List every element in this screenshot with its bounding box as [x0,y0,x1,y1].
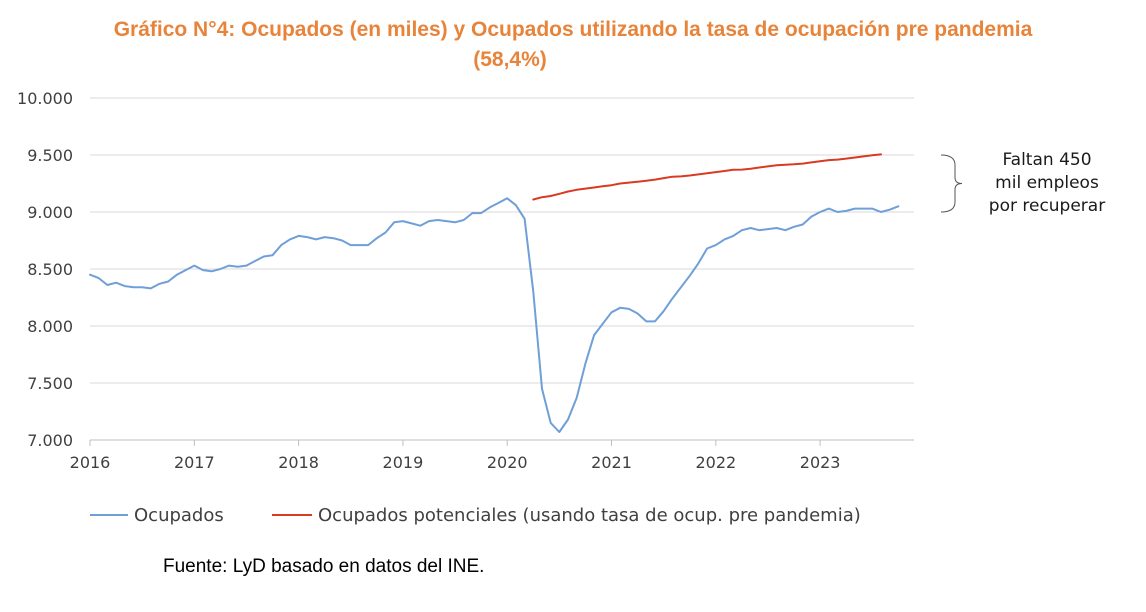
y-tick-label: 8.000 [27,317,73,336]
annotation: Faltan 450 mil empleos por recuperar [940,150,1105,216]
y-tick-label: 9.500 [27,146,73,165]
annotation-line-1: Faltan 450 [1002,150,1091,170]
x-tick-label: 2020 [487,453,528,472]
x-tick-label: 2018 [278,453,319,472]
chart-title-line2: (58,4%) [473,48,547,71]
y-tick-label: 9.000 [27,203,73,222]
chart-title: Gráfico N°4: Ocupados (en miles) y Ocupa… [114,18,1033,41]
x-tick-label: 2021 [591,453,632,472]
x-axis [89,439,914,446]
y-axis-tick-labels: 7.000 7.500 8.000 8.500 9.000 9.500 10.000 [17,89,73,450]
x-tick-label: 2017 [174,453,215,472]
x-tick-label: 2016 [70,453,111,472]
series-lines [89,153,900,433]
x-axis-tick-labels: 2016 2017 2018 2019 2020 2021 2022 2023 [70,453,841,472]
series-line-ocupados [89,197,900,433]
y-tick-label: 8.500 [27,260,73,279]
legend-label-ocupados: Ocupados [134,505,224,526]
legend-label-potenciales: Ocupados potenciales (usando tasa de ocu… [318,505,861,526]
x-tick-label: 2023 [800,453,841,472]
x-tick-label: 2022 [695,453,736,472]
y-tick-label: 7.500 [27,374,73,393]
legend: Ocupados Ocupados potenciales (usando ta… [90,505,861,526]
x-tick-label: 2019 [383,453,424,472]
annotation-brace [940,154,963,213]
annotation-line-3: por recuperar [989,196,1105,216]
y-tick-label: 10.000 [17,89,73,108]
gridlines [90,97,914,384]
source-note: Fuente: LyD basado en datos del INE. [163,556,484,577]
series-line-potenciales [532,153,882,201]
annotation-line-2: mil empleos [995,173,1099,193]
y-tick-label: 7.000 [27,431,73,450]
